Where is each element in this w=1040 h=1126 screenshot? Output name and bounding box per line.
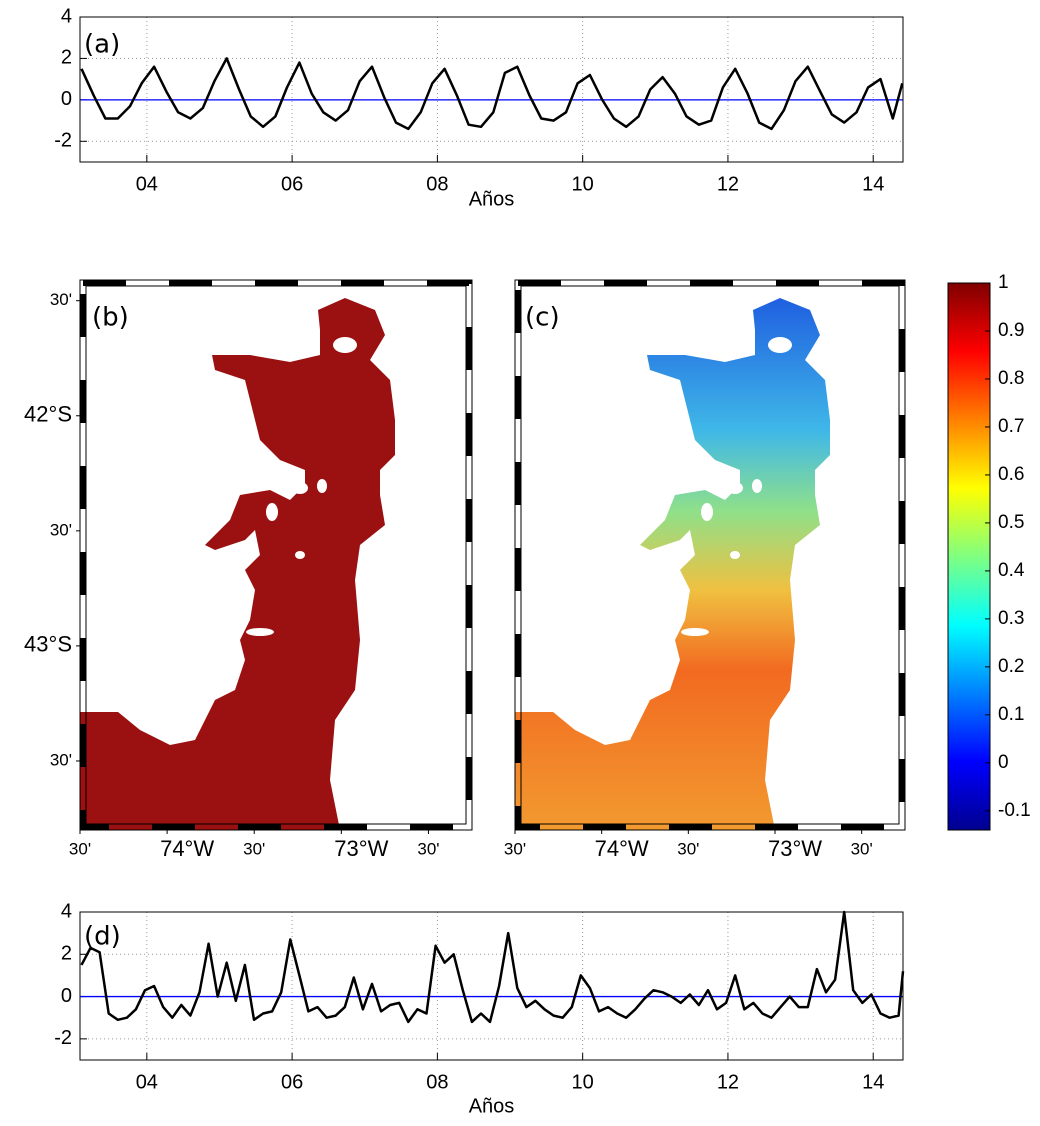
colorbar-tick-label: 0.4 xyxy=(998,560,1025,581)
y-tick-label: -2 xyxy=(54,130,72,152)
x-axis-label: Años xyxy=(469,1095,515,1117)
panel-label: (a) xyxy=(84,30,120,60)
y-tick-label: 30' xyxy=(50,750,72,769)
x-axis-label: Años xyxy=(469,188,515,210)
x-tick-label: 30' xyxy=(243,839,265,858)
x-tick-label: 73°W xyxy=(334,836,388,861)
y-tick-label: 4 xyxy=(61,900,72,922)
colorbar-tick-label: 0.5 xyxy=(998,512,1024,533)
colorbar xyxy=(947,282,991,831)
colorbar-tick-label: -0.1 xyxy=(998,800,1031,821)
x-tick-label: 74°W xyxy=(595,836,649,861)
panel-label: (d) xyxy=(84,922,121,952)
y-tick-label: -2 xyxy=(54,1027,72,1049)
y-tick-label: 2 xyxy=(61,47,72,69)
series-line xyxy=(80,910,905,1024)
x-tick-label: 30' xyxy=(69,839,91,858)
y-tick-label: 42°S xyxy=(24,402,72,427)
x-tick-label: 04 xyxy=(136,1071,158,1093)
x-tick-label: 30' xyxy=(504,839,526,858)
x-tick-label: 30' xyxy=(677,839,699,858)
map-frame-inner xyxy=(85,285,467,825)
map-frame xyxy=(79,279,473,831)
map-c-field xyxy=(515,298,830,830)
colorbar-tick-label: 0.7 xyxy=(998,416,1024,437)
x-tick-label: 74°W xyxy=(160,836,214,861)
map-frame xyxy=(514,279,906,831)
colorbar-tick-label: 0 xyxy=(998,752,1009,773)
map-b-field xyxy=(80,298,395,830)
x-tick-label: 12 xyxy=(717,173,739,195)
x-tick-label: 08 xyxy=(426,173,448,195)
series-line xyxy=(80,57,904,131)
map-frame-inner xyxy=(520,285,900,825)
x-tick-label: 08 xyxy=(426,1071,448,1093)
y-tick-label: 30' xyxy=(50,520,72,539)
x-tick-label: 73°W xyxy=(768,836,822,861)
colorbar-tick-label: 0.6 xyxy=(998,464,1024,485)
x-tick-label: 04 xyxy=(136,173,158,195)
x-tick-label: 12 xyxy=(717,1071,739,1093)
map-border-checker xyxy=(80,280,472,830)
plot-frame xyxy=(79,16,904,163)
y-tick-label: 2 xyxy=(61,943,72,965)
panel-label: (c) xyxy=(525,303,560,333)
colorbar-tick-label: 0.9 xyxy=(998,320,1024,341)
x-tick-label: 14 xyxy=(862,173,884,195)
colorbar-tick-label: 0.2 xyxy=(998,656,1024,677)
map-border-checker xyxy=(515,280,905,830)
panel-label: (b) xyxy=(92,303,129,333)
colorbar-tick-label: 0.1 xyxy=(998,704,1024,725)
y-tick-label: 30' xyxy=(50,290,72,309)
y-tick-label: 43°S xyxy=(24,632,72,657)
colorbar-tick-label: 1 xyxy=(998,272,1009,293)
x-tick-label: 30' xyxy=(851,839,873,858)
x-tick-label: 10 xyxy=(572,173,594,195)
x-tick-label: 06 xyxy=(281,1071,303,1093)
colorbar-tick-label: 0.3 xyxy=(998,608,1024,629)
colorbar-tick-label: 0.8 xyxy=(998,368,1024,389)
x-tick-label: 14 xyxy=(862,1071,884,1093)
x-tick-label: 06 xyxy=(281,173,303,195)
y-tick-label: 0 xyxy=(61,88,72,110)
x-tick-label: 10 xyxy=(572,1071,594,1093)
y-tick-label: 4 xyxy=(61,5,72,27)
y-tick-label: 0 xyxy=(61,985,72,1007)
x-tick-label: 30' xyxy=(417,839,439,858)
plot-frame xyxy=(79,911,904,1061)
